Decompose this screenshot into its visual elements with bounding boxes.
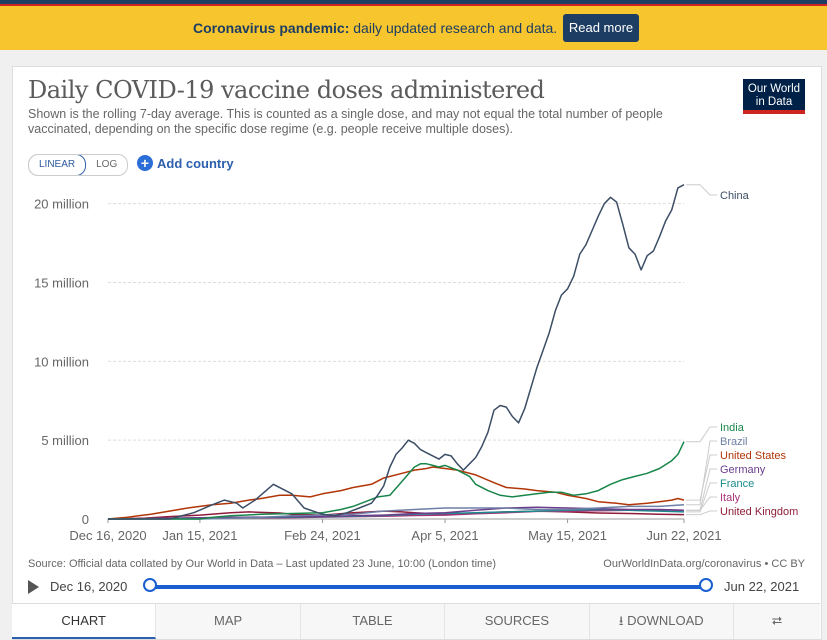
banner-bold: Coronavirus pandemic:: [193, 20, 350, 36]
tab-table[interactable]: TABLE: [300, 604, 446, 639]
series-line-india: [108, 441, 685, 520]
tab-bar: CHART MAP TABLE SOURCES ⭳ DOWNLOAD ⮂: [12, 603, 820, 639]
chart-title: Daily COVID-19 vaccine doses administere…: [28, 76, 545, 104]
end-label-china: China: [720, 190, 750, 202]
x-tick-label: Jan 15, 2021: [162, 528, 237, 543]
x-tick-label: Apr 5, 2021: [411, 528, 478, 543]
chart-subtitle: Shown is the rolling 7-day average. This…: [28, 107, 663, 136]
x-tick-label: May 15, 2021: [528, 528, 607, 543]
top-stripe-red: [0, 4, 827, 6]
share-button[interactable]: ⮂: [733, 604, 820, 639]
scale-toggle: LINEAR LOG: [28, 154, 129, 176]
download-icon: ⭳: [618, 613, 628, 628]
end-label-brazil: Brazil: [720, 436, 748, 448]
series-line-united-states: [107, 466, 685, 520]
end-label-india: India: [720, 422, 745, 434]
end-label-connector: [686, 426, 717, 443]
y-tick-label: 10 million: [34, 354, 89, 369]
end-label-connector: [686, 440, 717, 506]
top-stripe: [0, 0, 827, 6]
end-label-italy: Italy: [720, 492, 741, 504]
logo-line1: Our World: [747, 83, 801, 95]
share-icon: ⮂: [771, 613, 783, 628]
plus-icon: +: [137, 155, 153, 171]
credit-link[interactable]: OurWorldInData.org/coronavirus • CC BY: [603, 558, 805, 570]
end-label-connector: [686, 184, 717, 196]
tab-sources[interactable]: SOURCES: [445, 604, 590, 639]
end-label-united-kingdom: United Kingdom: [720, 506, 798, 518]
series-line-brazil: [108, 504, 685, 520]
timeline-start-handle[interactable]: [143, 578, 157, 592]
end-label-united-states: United States: [720, 450, 787, 462]
end-label-connector: [686, 496, 717, 511]
x-tick-label: Dec 16, 2020: [69, 528, 146, 543]
download-label: DOWNLOAD: [627, 613, 704, 628]
timeline-start-label: Dec 16, 2020: [50, 579, 128, 594]
end-label-france: France: [720, 478, 754, 490]
timeline-end-handle[interactable]: [699, 578, 713, 592]
tab-download[interactable]: ⭳ DOWNLOAD: [589, 604, 734, 639]
y-tick-label: 20 million: [34, 197, 89, 212]
banner-text: Coronavirus pandemic: daily updated rese…: [193, 20, 557, 36]
y-tick-label: 15 million: [34, 275, 89, 290]
end-label-connector: [686, 454, 717, 501]
x-tick-label: Feb 24, 2021: [284, 528, 361, 543]
x-tick-label: Jun 22, 2021: [646, 528, 721, 543]
end-label-connector: [686, 482, 717, 513]
y-tick-label: 0: [82, 512, 89, 527]
read-more-button[interactable]: Read more: [563, 14, 639, 42]
timeline: Dec 16, 2020 Jun 22, 2021: [28, 578, 808, 598]
end-label-connector: [686, 510, 717, 516]
add-country-button[interactable]: + Add country: [137, 155, 234, 171]
series-line-united-kingdom: [107, 510, 685, 520]
end-label-connector: [686, 468, 717, 511]
tab-map[interactable]: MAP: [156, 604, 301, 639]
add-country-label: Add country: [157, 155, 234, 171]
play-icon[interactable]: [28, 580, 39, 594]
announcement-banner: Coronavirus pandemic: daily updated rese…: [0, 6, 827, 50]
owid-logo[interactable]: Our World in Data: [743, 79, 805, 114]
end-label-germany: Germany: [720, 464, 766, 476]
log-scale-button[interactable]: LOG: [96, 159, 118, 170]
y-tick-label: 5 million: [41, 433, 89, 448]
timeline-end-label: Jun 22, 2021: [724, 579, 800, 594]
timeline-track[interactable]: [150, 585, 706, 589]
series-line-china: [108, 184, 685, 520]
banner-body: daily updated research and data.: [349, 20, 558, 36]
source-text: Source: Official data collated by Our Wo…: [28, 558, 496, 570]
logo-line2: in Data: [755, 96, 793, 108]
linear-scale-button[interactable]: LINEAR: [29, 155, 87, 175]
tab-chart[interactable]: CHART: [12, 604, 157, 639]
